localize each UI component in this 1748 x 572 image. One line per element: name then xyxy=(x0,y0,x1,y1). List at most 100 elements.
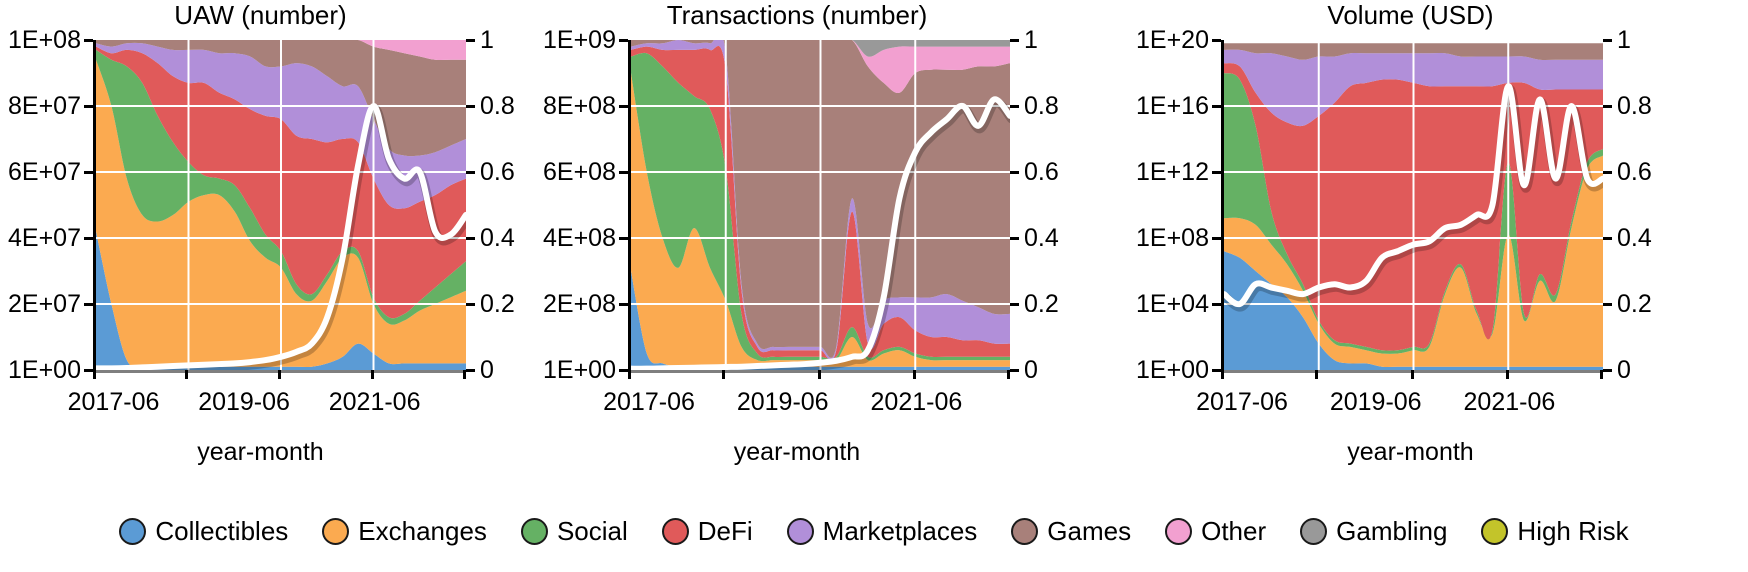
legend-item-other[interactable]: Other xyxy=(1165,517,1266,545)
y2-tick-mark xyxy=(466,104,475,108)
y2-axis-tick-label: 0.2 xyxy=(480,290,515,318)
legend-swatch-icon xyxy=(119,517,147,545)
legend-item-collectibles[interactable]: Collectibles xyxy=(119,517,288,545)
y-axis-tick-label: 4E+08 xyxy=(543,224,616,252)
legend-item-label: Gambling xyxy=(1336,516,1448,546)
x-tick-mark xyxy=(1506,370,1509,379)
legend-item-exchanges[interactable]: Exchanges xyxy=(322,517,487,545)
y-tick-mark xyxy=(619,38,628,42)
y-axis-tick-label: 1E+04 xyxy=(1136,290,1209,318)
area-series-exchanges xyxy=(631,73,1010,367)
figure-legend: Collectibles Exchanges Social DeFi Marketpla… xyxy=(0,500,1748,562)
y-axis-tick-label: 1E+20 xyxy=(1136,26,1209,54)
chart-panel-uaw: UAW (number) 1E+08 8E+07 6E+07 4E+07 2E+07 1E+… xyxy=(0,0,521,470)
x-tick-mark xyxy=(1221,370,1224,379)
y2-tick-mark xyxy=(466,236,475,240)
y2-tick-mark xyxy=(1603,236,1612,240)
area-series-collectibles xyxy=(1224,251,1603,370)
legend-swatch-icon xyxy=(1481,517,1509,545)
x-axis-tick-label: 2021-06 xyxy=(328,388,421,416)
y-tick-mark xyxy=(84,170,93,174)
y2-axis-tick-label: 0.8 xyxy=(1617,92,1652,120)
y2-axis-tick-label: 0.4 xyxy=(1024,224,1059,252)
y2-axis-tick-label: 0.4 xyxy=(1617,224,1652,252)
plot-box-transactions xyxy=(628,40,1010,370)
plot-box-uaw xyxy=(93,40,466,370)
y-tick-mark xyxy=(619,368,628,372)
chart-title-uaw: UAW (number) xyxy=(174,0,347,30)
x-tick-mark xyxy=(463,370,466,379)
legend-item-label: Marketplaces xyxy=(822,516,978,546)
y2-axis-tick-label: 0.6 xyxy=(1617,158,1652,186)
x-axis-tick-label: 2017-06 xyxy=(1196,388,1288,416)
y-tick-mark xyxy=(1212,368,1221,372)
y-tick-mark xyxy=(1212,302,1221,306)
y2-axis-tick-label: 0.6 xyxy=(480,158,515,186)
y2-axis-tick-label: 0 xyxy=(1024,356,1038,384)
x-axis-tick-label: 2021-06 xyxy=(1463,388,1556,416)
legend-item-label: Collectibles xyxy=(155,516,289,546)
x-tick-mark xyxy=(1007,370,1010,379)
y2-tick-mark xyxy=(466,170,475,174)
y2-tick-mark xyxy=(1603,302,1612,306)
y-axis-tick-label: 8E+08 xyxy=(543,92,616,120)
y2-tick-mark xyxy=(1010,236,1019,240)
x-axis-title-uaw: year-month xyxy=(197,438,324,466)
legend-item-social[interactable]: Social xyxy=(520,517,628,545)
y2-tick-mark xyxy=(1603,38,1612,42)
legend-item-marketplaces[interactable]: Marketplaces xyxy=(786,516,978,546)
y-tick-mark xyxy=(619,236,628,240)
gridlines xyxy=(96,40,466,370)
y2-tick-mark xyxy=(1603,104,1612,108)
legend-swatch-icon xyxy=(1165,517,1193,545)
y2-axis-tick-label: 1 xyxy=(480,26,494,54)
y2-axis-tick-label: 0 xyxy=(480,356,494,384)
overlay-line-shadow xyxy=(631,97,1010,370)
y2-axis-tick-label: 0 xyxy=(1617,356,1631,384)
legend-item-defi[interactable]: DeFi xyxy=(661,517,753,545)
x-tick-mark xyxy=(278,370,281,379)
legend-swatch-icon xyxy=(520,517,548,545)
y-axis-tick-label: 2E+08 xyxy=(543,290,616,318)
y-axis-tick-label: 1E+00 xyxy=(8,356,81,384)
y-tick-mark xyxy=(1212,170,1221,174)
gridlines xyxy=(631,40,1010,370)
y-axis-tick-label: 1E+16 xyxy=(1136,92,1209,120)
y-axis-tick-label: 6E+07 xyxy=(8,158,81,186)
overlay-total-line xyxy=(1224,83,1603,308)
x-tick-mark xyxy=(1410,370,1414,379)
chart-title-transactions: Transactions (number) xyxy=(666,0,928,30)
y-axis-tick-label: 1E+08 xyxy=(1136,224,1209,252)
chart-title-volume: Volume (USD) xyxy=(1327,0,1494,30)
legend-item-gambling[interactable]: Gambling xyxy=(1300,517,1447,545)
y2-axis-tick-label: 0.8 xyxy=(1024,92,1059,120)
y2-tick-mark xyxy=(466,302,475,306)
y-tick-mark xyxy=(619,104,628,108)
plot-area-volume xyxy=(1212,38,1612,379)
legend-item-label: Other xyxy=(1201,516,1267,546)
legend-item-games[interactable]: Games xyxy=(1011,517,1131,545)
y-axis-tick-label: 1E+00 xyxy=(1136,356,1209,384)
area-series-marketplaces xyxy=(631,40,1010,361)
y-axis-tick-label: 1E+08 xyxy=(8,26,81,54)
y-axis-tick-label: 1E+09 xyxy=(543,26,616,54)
y2-axis-tick-label: 0.6 xyxy=(1024,158,1059,186)
y2-tick-mark xyxy=(1010,368,1019,372)
legend-item-label: Games xyxy=(1047,516,1132,546)
legend-swatch-icon xyxy=(1300,517,1328,545)
y-axis-tick-label: 1E+00 xyxy=(543,356,616,384)
x-axis-tick-label: 2021-06 xyxy=(870,388,963,416)
legend-swatch-icon xyxy=(786,517,814,545)
x-axis-tick-label: 2017-06 xyxy=(67,388,160,416)
x-axis-tick-label: 2017-06 xyxy=(603,388,695,416)
y-tick-mark xyxy=(1212,104,1221,108)
y2-tick-mark xyxy=(1010,170,1019,174)
y2-axis-tick-label: 1 xyxy=(1024,26,1038,54)
x-tick-mark xyxy=(184,370,188,379)
y2-tick-mark xyxy=(1010,38,1019,42)
y-axis-tick-label: 2E+07 xyxy=(8,290,81,318)
plot-box-volume xyxy=(1221,40,1603,370)
y2-axis-tick-label: 0.2 xyxy=(1617,290,1652,318)
legend-item-high-risk[interactable]: High Risk xyxy=(1481,517,1629,545)
